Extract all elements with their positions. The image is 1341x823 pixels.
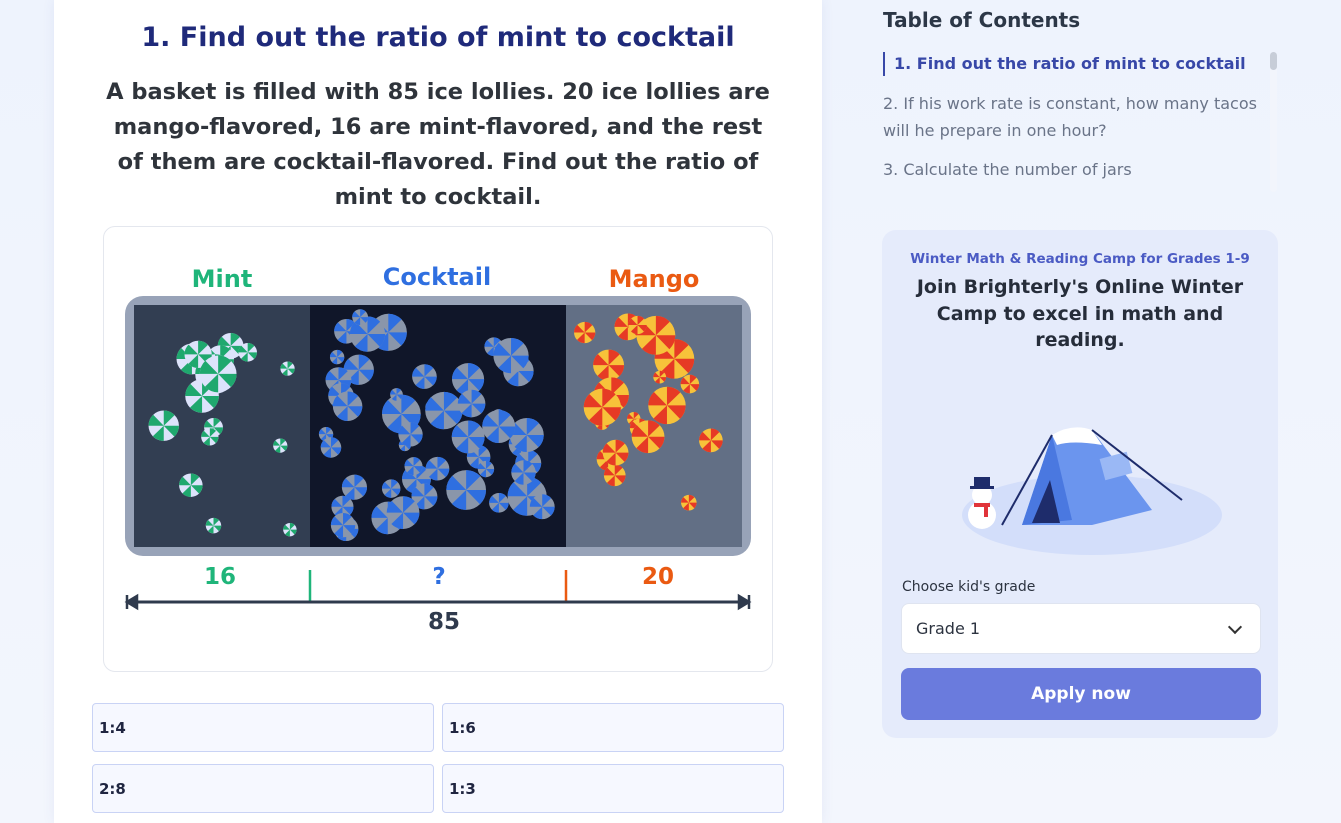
mango-label: Mango xyxy=(609,265,700,293)
grade-select-value: Grade 1 xyxy=(916,619,981,638)
cocktail-candy xyxy=(386,496,420,529)
cocktail-candy xyxy=(343,354,374,385)
lollies-illustration: Mint Cocktail Mango 16 ? 20 85 xyxy=(124,263,752,635)
question-figure: Mint Cocktail Mango 16 ? 20 85 xyxy=(103,226,773,672)
mint-candy xyxy=(179,473,203,497)
question-panel: 1. Find out the ratio of mint to cocktai… xyxy=(54,0,822,823)
mango-candy xyxy=(593,349,625,381)
mango-candy xyxy=(648,386,686,425)
mint-candy xyxy=(283,522,297,537)
toc-item-1[interactable]: 1. Find out the ratio of mint to cocktai… xyxy=(883,52,1268,76)
cocktail-candy xyxy=(493,337,529,374)
question-text: A basket is filled with 85 ice lollies. … xyxy=(106,79,770,210)
cocktail-candy xyxy=(511,460,536,485)
cocktail-candy xyxy=(332,391,363,421)
cocktail-candy xyxy=(349,316,386,352)
toc-item-2[interactable]: 2. If his work rate is constant, how man… xyxy=(883,94,1257,140)
cocktail-candy xyxy=(446,470,487,510)
mint-candy xyxy=(238,343,257,362)
cocktail-candy xyxy=(529,494,555,520)
grade-select[interactable]: Grade 1 xyxy=(901,603,1261,654)
mango-candy xyxy=(603,464,626,487)
toc-title: Table of Contents xyxy=(883,8,1081,32)
axis-right-arrow-icon xyxy=(737,593,752,611)
cocktail-candy xyxy=(411,483,438,510)
cocktail-candy xyxy=(381,479,401,498)
cocktail-label: Cocktail xyxy=(383,263,491,291)
apply-now-button[interactable]: Apply now xyxy=(901,668,1261,720)
cocktail-candy xyxy=(404,457,423,476)
cocktail-candy xyxy=(489,493,509,513)
cocktail-candy xyxy=(398,422,423,447)
answer-option[interactable]: 1:6 xyxy=(442,703,784,752)
toc-scroll-thumb[interactable] xyxy=(1270,52,1277,70)
mango-candy xyxy=(699,428,723,453)
toc-scrollbar[interactable] xyxy=(1270,52,1277,192)
cocktail-candy xyxy=(425,391,463,430)
cocktail-candy xyxy=(452,363,485,396)
chevron-down-icon xyxy=(1227,619,1243,635)
promo-subtitle: Winter Math & Reading Camp for Grades 1-… xyxy=(910,251,1250,267)
answer-option[interactable]: 1:4 xyxy=(92,703,434,752)
cocktail-candy xyxy=(425,456,450,481)
cocktail-candy xyxy=(390,388,403,401)
mint-candy xyxy=(148,410,179,441)
promo-card: Winter Math & Reading Camp for Grades 1-… xyxy=(882,230,1278,738)
mango-candy xyxy=(628,315,647,335)
mint-candy xyxy=(199,355,237,393)
axis-left-arrow-icon xyxy=(124,593,139,611)
winter-tent-illustration xyxy=(962,427,1222,555)
cocktail-candy xyxy=(352,309,369,326)
cocktail-candy xyxy=(477,460,495,478)
cocktail-candy xyxy=(320,437,342,458)
mango-count: 20 xyxy=(642,564,674,590)
mango-candy xyxy=(631,420,665,454)
mint-candy xyxy=(280,361,295,376)
question-title: 1. Find out the ratio of mint to cocktai… xyxy=(141,22,735,53)
promo-headline: Join Brighterly's Online Winter Camp to … xyxy=(916,276,1244,351)
mango-candy xyxy=(681,494,697,511)
grade-label: Choose kid's grade xyxy=(902,579,1036,595)
cocktail-candy xyxy=(330,512,356,538)
mango-candy xyxy=(680,374,700,394)
toc-item-3[interactable]: 3. Calculate the number of jars xyxy=(883,160,1132,179)
mint-candy xyxy=(205,517,222,534)
mango-candy xyxy=(653,370,667,384)
mint-label: Mint xyxy=(192,265,253,293)
cocktail-candy xyxy=(329,349,345,365)
mango-candy xyxy=(574,321,596,344)
mango-candy xyxy=(583,388,621,426)
mango-candy xyxy=(602,439,629,466)
cocktail-count: ? xyxy=(432,564,445,590)
cocktail-candy xyxy=(341,474,368,500)
cocktail-candy xyxy=(482,409,516,443)
answer-option[interactable]: 2:8 xyxy=(92,764,434,813)
mint-count: 16 xyxy=(204,564,236,590)
answer-option[interactable]: 1:3 xyxy=(442,764,784,813)
total-count: 85 xyxy=(428,609,460,635)
mint-candy xyxy=(273,438,288,453)
mint-candy xyxy=(201,428,219,446)
cocktail-candy xyxy=(412,364,437,389)
cocktail-candy xyxy=(451,420,485,454)
cocktail-candy xyxy=(457,389,486,418)
